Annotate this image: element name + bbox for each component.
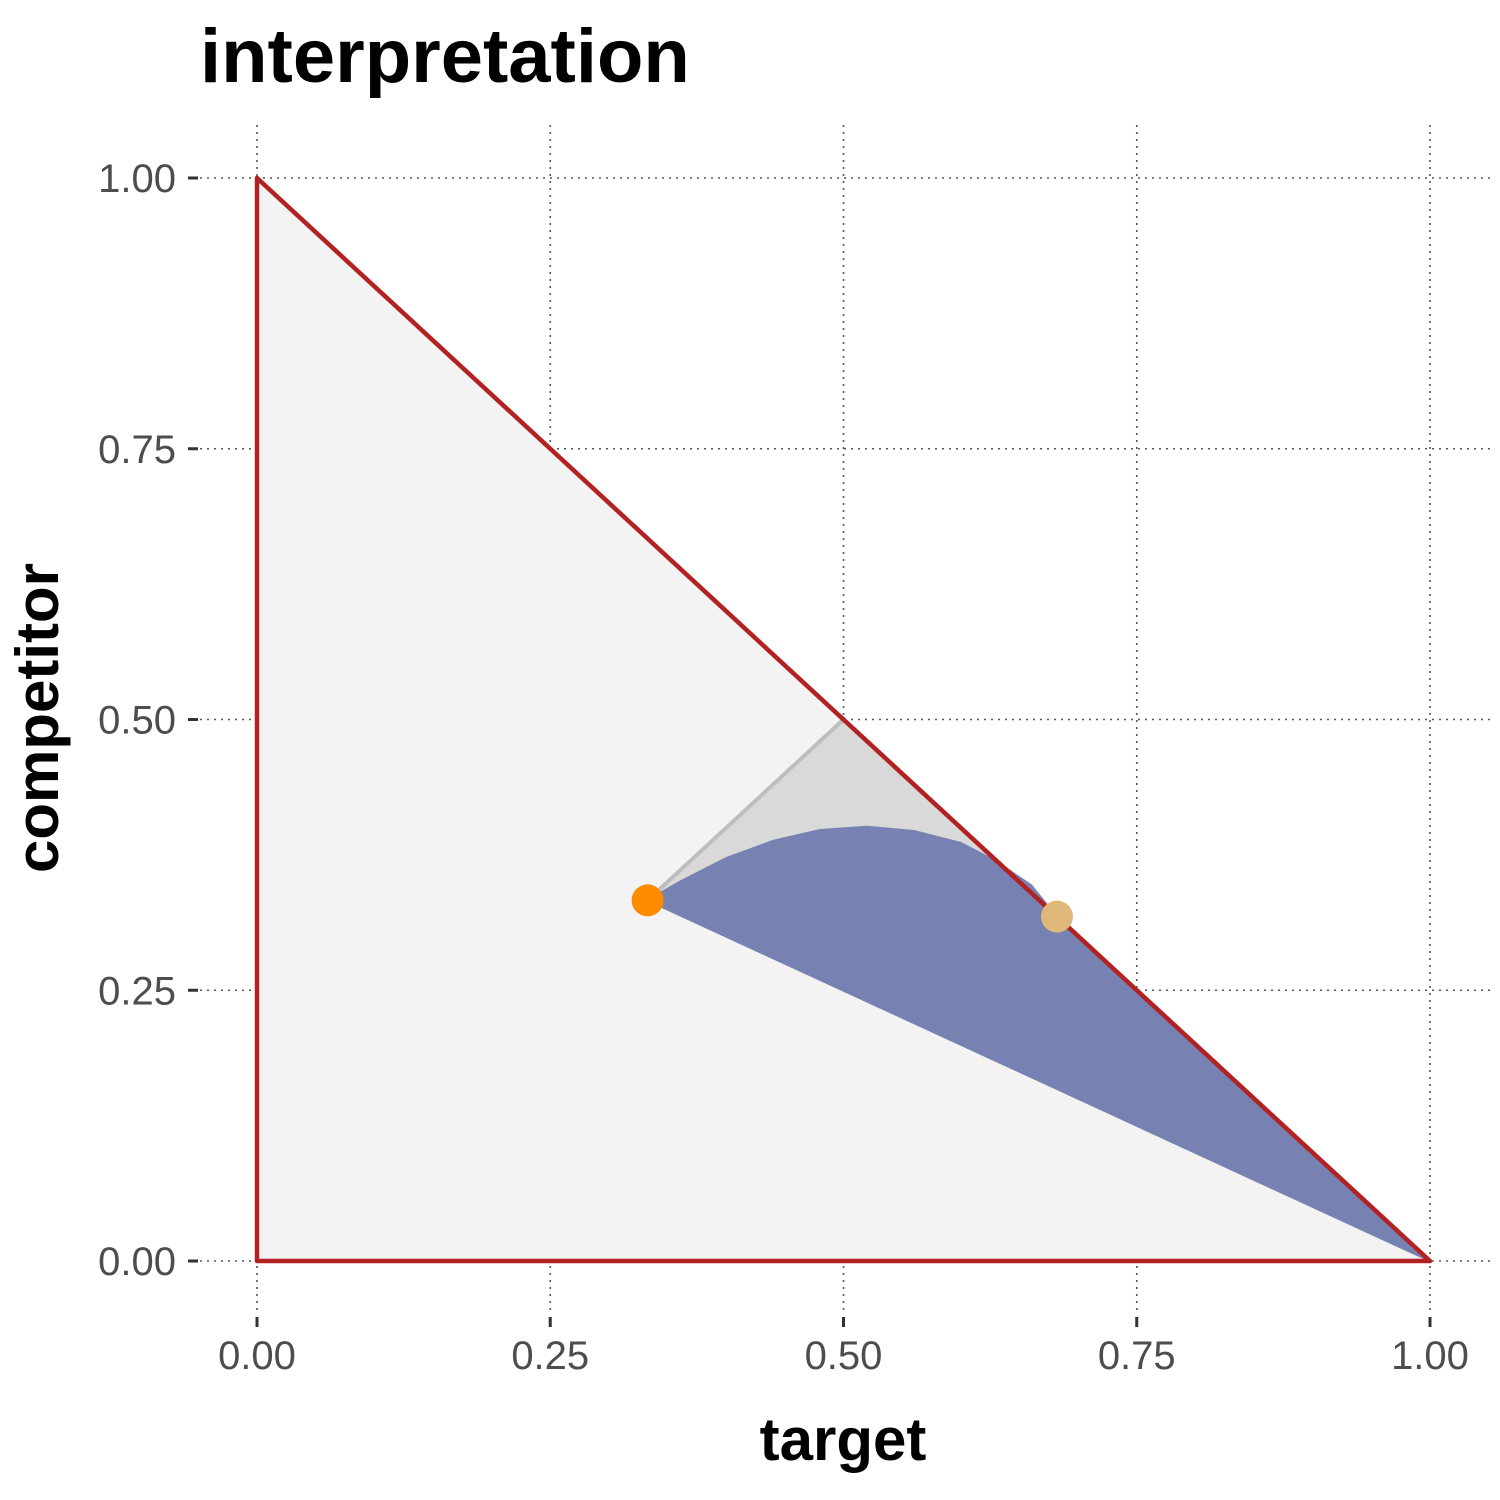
y-axis-title: competitor xyxy=(4,563,71,873)
y-tick-label-4: 1.00 xyxy=(98,157,176,201)
x-tick-label-0: 0.00 xyxy=(218,1334,296,1378)
x-tick-label-3: 0.75 xyxy=(1098,1334,1176,1378)
y-tick-label-3: 0.75 xyxy=(98,428,176,472)
chart-title: interpretation xyxy=(200,14,690,99)
point-layer xyxy=(631,884,1073,933)
data-point-0 xyxy=(631,884,664,917)
axis-layer: 0.00 0.25 0.50 0.75 1.00 0.00 0.25 0.50 0.75 1.00 xyxy=(98,157,1469,1378)
data-point-1 xyxy=(1040,900,1073,933)
y-tick-label-0: 0.00 xyxy=(98,1240,176,1284)
simplex-outline xyxy=(254,175,1433,1264)
region-layer xyxy=(254,175,1433,1264)
y-tick-label-2: 0.50 xyxy=(98,699,176,743)
y-tick-label-1: 0.25 xyxy=(98,969,176,1013)
x-tick-label-1: 0.25 xyxy=(511,1334,589,1378)
x-tick-label-4: 1.00 xyxy=(1391,1334,1469,1378)
x-axis-title: target xyxy=(760,1406,927,1473)
x-tick-label-2: 0.50 xyxy=(805,1334,883,1378)
